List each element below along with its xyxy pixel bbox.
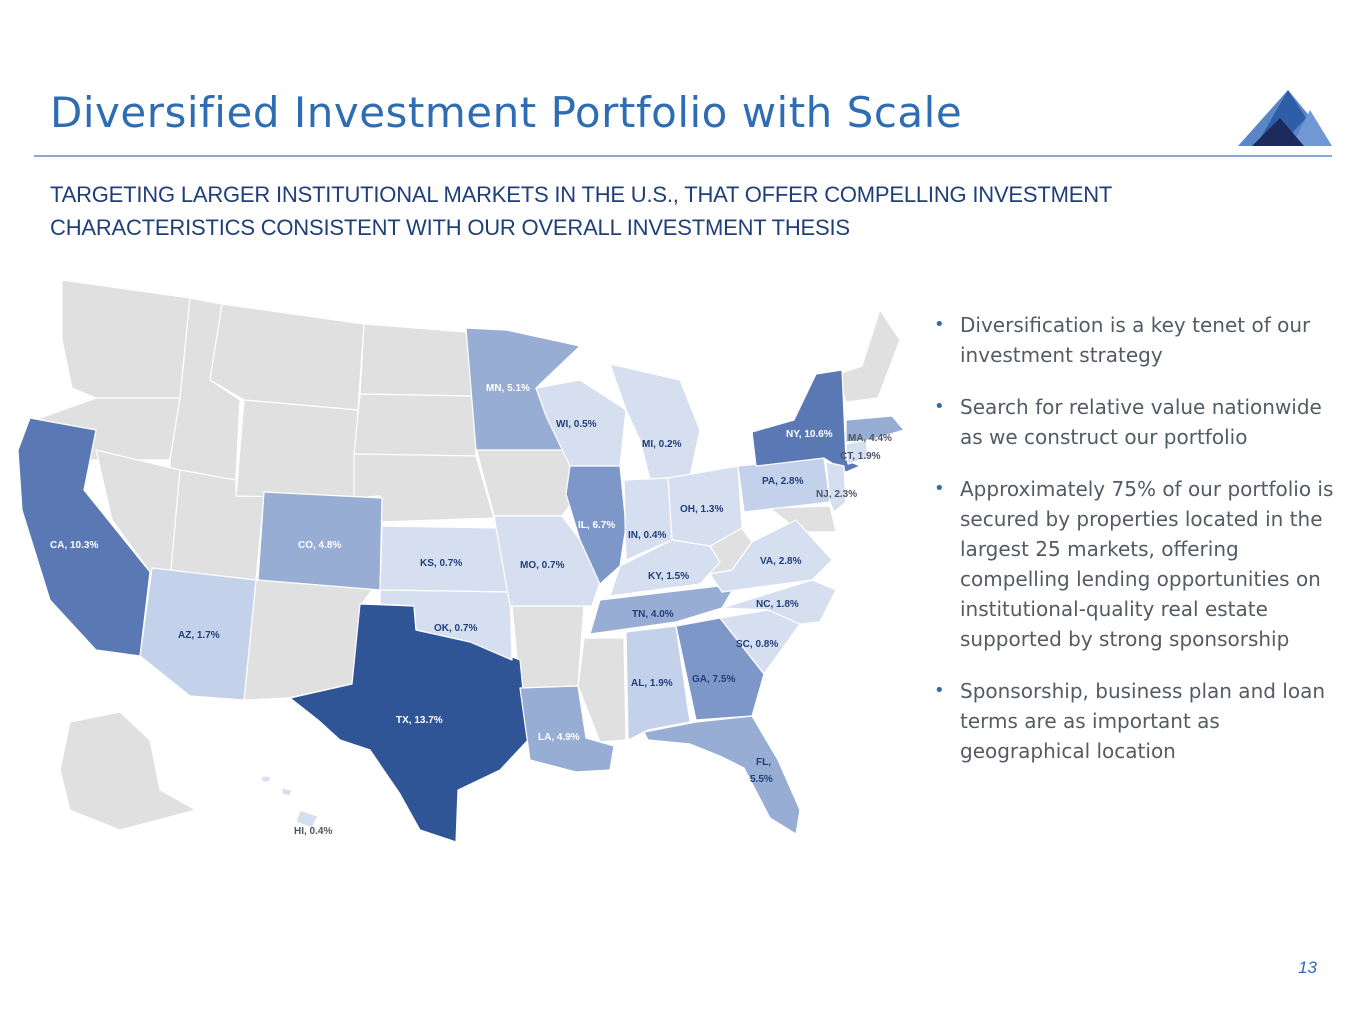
label-tn: TN, 4.0% <box>632 609 674 620</box>
bullet-text: Diversification is a key tenet of our in… <box>960 313 1311 367</box>
bullet-dot-icon: • <box>934 478 945 499</box>
label-ky: KY, 1.5% <box>648 571 689 582</box>
bullet-item: • Approximately 75% of our portfolio is … <box>932 474 1342 654</box>
state-wy-shape <box>235 399 359 499</box>
label-wi: WI, 0.5% <box>556 419 597 430</box>
bullet-text: Sponsorship, business plan and loan term… <box>960 679 1326 763</box>
state-ky-shape <box>609 539 721 597</box>
bullet-dot-icon: • <box>934 396 945 417</box>
label-nj: NJ, 2.3% <box>816 489 857 500</box>
bullet-dot-icon: • <box>934 314 945 335</box>
state-ia-shape <box>475 447 581 517</box>
slide-subtitle: TARGETING LARGER INSTITUTIONAL MARKETS I… <box>50 182 1112 240</box>
bullet-dot-icon: • <box>934 680 945 701</box>
label-la: LA, 4.9% <box>538 732 580 743</box>
label-ny: NY, 10.6% <box>786 429 833 440</box>
state-ga-shape <box>675 617 765 721</box>
state-ms-shape <box>577 637 627 743</box>
label-in: IN, 0.4% <box>628 530 666 541</box>
label-pa: PA, 2.8% <box>762 476 804 487</box>
bullet-text: Approximately 75% of our portfolio is se… <box>960 477 1334 651</box>
state-ca-shape <box>17 417 151 657</box>
state-nj-shape <box>825 461 847 513</box>
state-wa-shape <box>61 279 191 399</box>
state-nh-vt-me-shape <box>837 309 901 403</box>
label-ct: CT, 1.9% <box>840 451 881 462</box>
label-ma: MA, 4.4% <box>848 433 892 444</box>
state-va-shape <box>709 519 833 593</box>
us-state-allocation-map: CA, 10.3% AZ, 1.7% CO, 4.8% TX, 13.7% KS… <box>17 279 905 843</box>
state-oh-shape <box>667 465 743 547</box>
state-al-shape <box>625 625 691 741</box>
label-fl-line2: 5.5% <box>750 774 773 785</box>
bullet-item: • Diversification is a key tenet of our … <box>932 310 1342 370</box>
bullet-text: Search for relative value nationwide as … <box>960 395 1322 449</box>
state-ar-shape <box>511 605 585 689</box>
state-tn-shape <box>589 583 737 635</box>
bullet-item: • Search for relative value nationwide a… <box>932 392 1342 452</box>
state-la-shape <box>519 685 615 773</box>
title-divider <box>34 155 1332 157</box>
label-va: VA, 2.8% <box>760 556 802 567</box>
label-tx: TX, 13.7% <box>396 715 443 726</box>
label-mo: MO, 0.7% <box>520 560 565 571</box>
mountain-logo-icon <box>1238 90 1332 146</box>
label-ks: KS, 0.7% <box>420 558 462 569</box>
label-mn: MN, 5.1% <box>486 383 530 394</box>
label-az: AZ, 1.7% <box>178 630 220 641</box>
key-points-list: • Diversification is a key tenet of our … <box>932 310 1342 788</box>
bullet-item: • Sponsorship, business plan and loan te… <box>932 676 1342 766</box>
label-fl-line1: FL, <box>756 757 771 768</box>
label-ok: OK, 0.7% <box>434 623 477 634</box>
state-sd-shape <box>353 393 477 457</box>
state-ak-shape <box>59 711 197 831</box>
label-il: IL, 6.7% <box>578 520 615 531</box>
label-ca: CA, 10.3% <box>50 540 98 551</box>
label-sc: SC, 0.8% <box>736 639 778 650</box>
state-fl-shape <box>643 715 801 835</box>
label-mi: MI, 0.2% <box>642 439 682 450</box>
label-ga: GA, 7.5% <box>692 674 735 685</box>
state-az-shape <box>139 567 257 701</box>
label-hi: HI, 0.4% <box>294 826 332 837</box>
page-number: 13 <box>1298 958 1317 977</box>
label-co: CO, 4.8% <box>298 540 341 551</box>
label-oh: OH, 1.3% <box>680 504 723 515</box>
state-ma-shape <box>845 415 905 443</box>
slide-title: Diversified Investment Portfolio with Sc… <box>50 88 963 137</box>
label-al: AL, 1.9% <box>631 678 673 689</box>
label-nc: NC, 1.8% <box>756 599 799 610</box>
state-nd-shape <box>359 323 475 397</box>
state-mt-shape <box>209 303 365 411</box>
state-hi-shape <box>261 775 319 829</box>
state-il-shape <box>565 465 627 585</box>
